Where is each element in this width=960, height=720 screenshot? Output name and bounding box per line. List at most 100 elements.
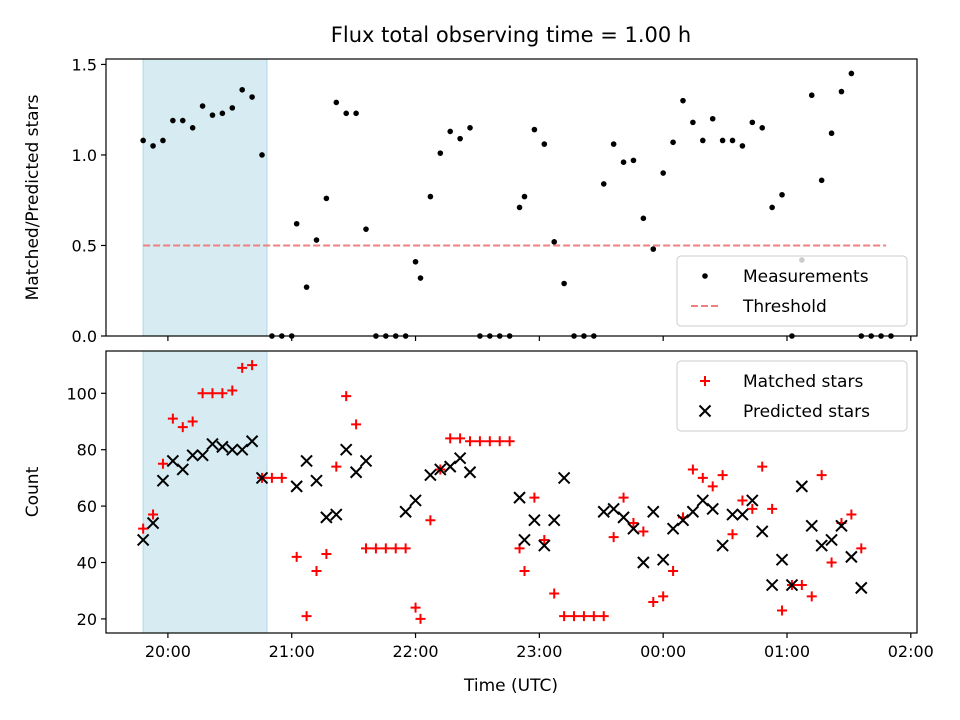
count-point	[549, 588, 560, 599]
count-y-axis-title: Count	[23, 466, 43, 517]
x-tick-label: 21:00	[269, 642, 315, 661]
count-point	[380, 543, 391, 554]
count-point	[727, 529, 738, 540]
ratio-point	[600, 181, 607, 187]
ratio-point	[670, 139, 676, 146]
count-point	[557, 471, 571, 485]
ratio-point	[620, 159, 627, 165]
ratio-point	[828, 130, 835, 137]
count-point	[301, 611, 312, 622]
ratio-point	[699, 137, 706, 144]
count-point	[627, 522, 640, 535]
count-point	[156, 474, 170, 487]
count-point	[846, 509, 857, 520]
count-point	[736, 508, 749, 521]
ratio-point	[239, 86, 245, 93]
x-tick-label: 02:00	[888, 642, 934, 661]
count-y-tick-label: 100	[66, 384, 97, 403]
count-point	[330, 508, 343, 521]
count-point	[668, 565, 679, 576]
count-point	[529, 492, 540, 503]
ratio-point	[333, 99, 340, 106]
ratio-point	[457, 135, 463, 142]
count-legend-marker	[700, 376, 710, 386]
count-point	[707, 481, 718, 492]
ratio-point	[640, 215, 647, 222]
count-point	[217, 388, 228, 399]
count-point	[737, 495, 748, 506]
count-point	[504, 436, 515, 447]
count-y-tick-label: 60	[77, 497, 97, 516]
ratio-point	[412, 258, 419, 265]
count-point	[321, 549, 332, 560]
count-point	[331, 461, 342, 472]
ratio-point	[303, 284, 310, 290]
count-point	[415, 613, 426, 624]
ratio-highlight-band	[142, 58, 268, 337]
ratio-point	[749, 119, 756, 126]
ratio-y-tick-label: 0.0	[72, 327, 97, 346]
count-point	[757, 461, 768, 472]
ratio-point	[709, 115, 716, 122]
ratio-point	[170, 117, 176, 124]
ratio-point	[808, 92, 815, 99]
count-point	[187, 416, 198, 427]
count-point	[676, 513, 690, 527]
count-point	[777, 605, 788, 616]
count-point	[311, 565, 322, 576]
count-point	[647, 505, 660, 518]
ratio-legend-box	[676, 255, 908, 327]
count-point	[648, 596, 659, 607]
count-y-tick-label: 40	[77, 554, 97, 573]
count-point	[795, 480, 809, 493]
count-point	[796, 580, 807, 591]
count-point	[815, 539, 828, 552]
count-point	[816, 470, 827, 481]
ratio-point	[179, 117, 186, 124]
count-point	[167, 413, 178, 424]
count-point	[825, 533, 838, 547]
count-point	[157, 458, 168, 469]
count-point	[765, 578, 779, 592]
count-point	[656, 553, 670, 566]
ratio-point	[323, 195, 330, 202]
count-point	[359, 454, 373, 468]
count-point	[628, 518, 639, 529]
count-highlight-band	[142, 350, 268, 634]
count-point	[746, 494, 759, 507]
ratio-point	[729, 137, 736, 144]
count-point	[255, 471, 269, 485]
count-point	[578, 611, 589, 622]
count-point	[597, 505, 610, 518]
ratio-point	[769, 204, 775, 211]
x-tick-label: 01:00	[764, 642, 810, 661]
count-point	[291, 551, 302, 562]
count-point	[519, 565, 530, 576]
ratio-point	[313, 237, 320, 243]
count-point	[425, 515, 436, 526]
count-point	[717, 470, 728, 481]
count-point	[658, 591, 669, 602]
count-point	[276, 472, 287, 483]
count-point	[300, 454, 313, 468]
count-point	[349, 466, 363, 479]
count-point	[206, 437, 219, 451]
count-point	[835, 519, 848, 533]
count-point	[666, 522, 680, 535]
count-y-tick-label: 80	[77, 441, 97, 460]
count-point	[785, 578, 799, 592]
count-point	[310, 474, 323, 487]
count-point	[186, 449, 199, 462]
ratio-point	[531, 126, 538, 133]
ratio-point	[541, 141, 548, 147]
count-point	[453, 451, 467, 465]
count-legend-marker	[698, 404, 712, 418]
count-point	[136, 533, 150, 547]
count-point	[756, 525, 769, 538]
ratio-point	[249, 94, 255, 100]
count-point	[539, 534, 550, 545]
count-point	[559, 611, 570, 622]
x-tick-label: 20:00	[145, 642, 191, 661]
x-tick-label: 22:00	[392, 642, 438, 661]
